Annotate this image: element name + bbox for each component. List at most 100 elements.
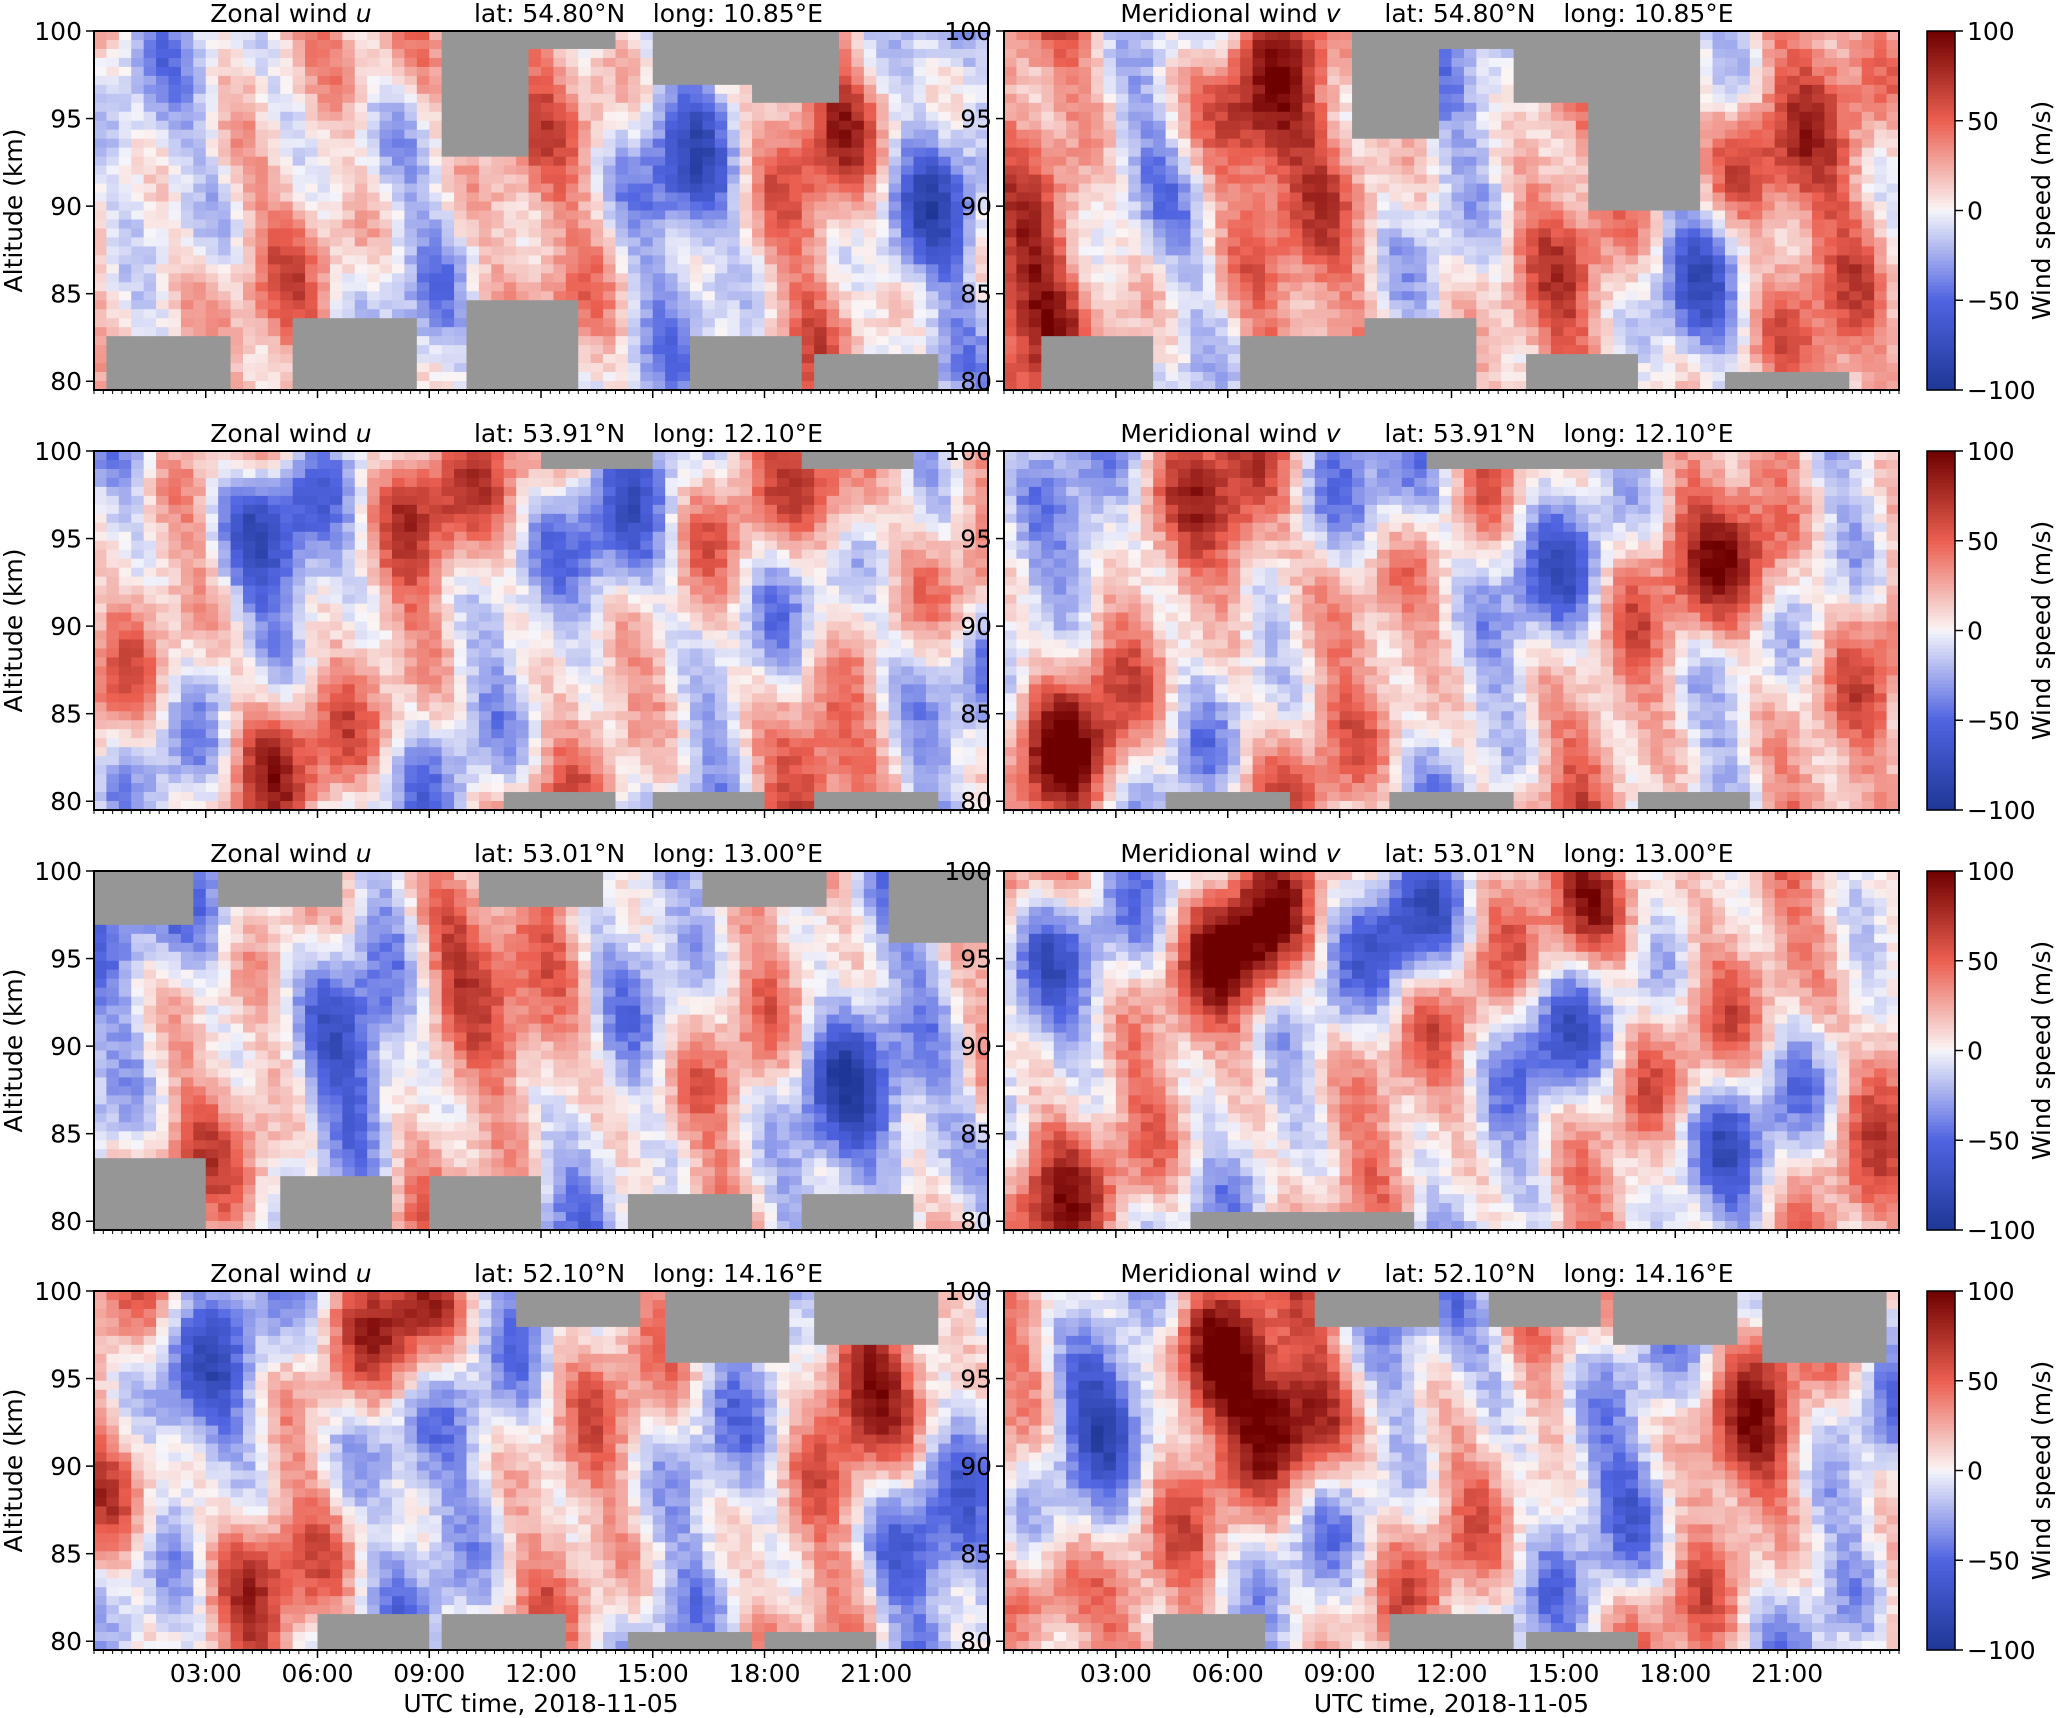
heatmap-cell <box>702 166 715 176</box>
heatmap-cell <box>839 273 852 283</box>
heatmap-cell <box>727 148 740 158</box>
heatmap-cell <box>1277 255 1290 265</box>
heatmap-cell <box>1414 282 1427 292</box>
heatmap-cell <box>827 58 840 68</box>
heatmap-cell <box>206 246 219 256</box>
heatmap-cell <box>702 318 715 328</box>
heatmap-cell <box>243 291 256 301</box>
heatmap-cell <box>1091 58 1104 68</box>
heatmap-cell <box>541 40 554 50</box>
heatmap-cell <box>243 318 256 328</box>
heatmap-cell <box>914 327 927 337</box>
heatmap-cell <box>1265 193 1278 203</box>
heatmap-cell <box>1103 309 1116 319</box>
heatmap-cell <box>106 372 119 382</box>
heatmap-cell <box>169 76 182 86</box>
heatmap-cell <box>616 264 629 274</box>
heatmap-cell <box>1489 202 1502 212</box>
heatmap-cell <box>367 327 380 337</box>
heatmap-cell <box>1501 255 1514 265</box>
heatmap-cell <box>442 112 455 122</box>
heatmap-cell <box>1253 282 1266 292</box>
heatmap-cell <box>814 112 827 122</box>
heatmap-cell <box>1091 246 1104 256</box>
heatmap-cell <box>529 148 542 158</box>
heatmap-cell <box>342 130 355 140</box>
heatmap-cell <box>1563 67 1576 77</box>
heatmap-cell <box>1377 58 1390 68</box>
heatmap-cell <box>1414 103 1427 113</box>
heatmap-cell <box>802 354 815 364</box>
heatmap-cell <box>789 237 802 247</box>
heatmap-cell <box>864 327 877 337</box>
heatmap-cell <box>1315 228 1328 238</box>
heatmap-cell <box>1166 184 1179 194</box>
heatmap-cell <box>1352 49 1365 59</box>
heatmap-cell <box>578 336 591 346</box>
heatmap-cell <box>1389 300 1402 310</box>
heatmap-cell <box>926 246 939 256</box>
heatmap-cell <box>690 103 703 113</box>
heatmap-cell <box>1128 237 1141 247</box>
heatmap-cell <box>193 291 206 301</box>
heatmap-cell <box>1476 157 1489 167</box>
heatmap-cell <box>106 76 119 86</box>
heatmap-cell <box>218 193 231 203</box>
heatmap-cell <box>342 300 355 310</box>
heatmap-cell <box>181 94 194 104</box>
heatmap-cell <box>1352 300 1365 310</box>
heatmap-cell <box>839 94 852 104</box>
heatmap-cell <box>1066 246 1079 256</box>
heatmap-cell <box>1414 291 1427 301</box>
heatmap-cell <box>1103 112 1116 122</box>
heatmap-cell <box>777 336 790 346</box>
heatmap-cell <box>665 246 678 256</box>
heatmap-cell <box>938 76 951 86</box>
heatmap-cell <box>665 121 678 131</box>
heatmap-cell <box>1389 112 1402 122</box>
heatmap-cell <box>1464 166 1477 176</box>
heatmap-cell <box>1364 264 1377 274</box>
heatmap-cell <box>802 103 815 113</box>
heatmap-cell <box>1327 327 1340 337</box>
heatmap-cell <box>1352 76 1365 86</box>
heatmap-cell <box>851 49 864 59</box>
heatmap-cell <box>529 246 542 256</box>
heatmap-cell <box>1389 175 1402 185</box>
heatmap-cell <box>616 121 629 131</box>
heatmap-cell <box>330 58 343 68</box>
heatmap-cell <box>293 255 306 265</box>
heatmap-cell <box>1563 58 1576 68</box>
heatmap-cell <box>1402 175 1415 185</box>
heatmap-cell <box>1452 58 1465 68</box>
heatmap-cell <box>1414 255 1427 265</box>
heatmap-cell <box>380 300 393 310</box>
heatmap-cell <box>541 58 554 68</box>
heatmap-cell <box>280 282 293 292</box>
heatmap-cell <box>516 130 529 140</box>
heatmap-cell <box>1277 139 1290 149</box>
heatmap-cell <box>1128 166 1141 176</box>
heatmap-cell <box>1103 148 1116 158</box>
heatmap-cell <box>479 228 492 238</box>
heatmap-cell <box>392 300 405 310</box>
heatmap-cell <box>1352 67 1365 77</box>
heatmap-cell <box>355 211 368 221</box>
heatmap-cell <box>106 363 119 373</box>
heatmap-cell <box>1141 76 1154 86</box>
heatmap-cell <box>1588 202 1601 212</box>
heatmap-cell <box>715 309 728 319</box>
heatmap-cell <box>454 211 467 221</box>
heatmap-cell <box>318 246 331 256</box>
heatmap-cell <box>1526 219 1539 229</box>
heatmap-cell <box>1041 130 1054 140</box>
heatmap-cell <box>1041 255 1054 265</box>
heatmap-cell <box>889 139 902 149</box>
heatmap-cell <box>1377 264 1390 274</box>
heatmap-cell <box>1464 148 1477 158</box>
heatmap-cell <box>1016 318 1029 328</box>
heatmap-cell <box>839 130 852 140</box>
heatmap-cell <box>1327 237 1340 247</box>
heatmap-cell <box>144 228 157 238</box>
heatmap-cell <box>144 94 157 104</box>
